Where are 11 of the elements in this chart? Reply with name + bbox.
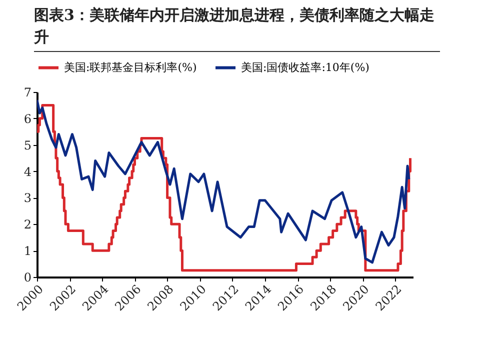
chart-title: 图表3：美联储年内开启激进加息进程，美债利率随之大幅走升: [34, 4, 440, 52]
y-tick-label: 2: [24, 218, 32, 232]
y-tick-label: 3: [24, 191, 32, 206]
y-tick-label: 0: [24, 270, 32, 284]
y-tick-label: 6: [24, 112, 32, 126]
y-tick-label: 1: [24, 244, 32, 258]
y-tick-label: 7: [24, 86, 32, 100]
legend-label: 美国:联邦基金目标利率(%): [64, 60, 197, 74]
y-tick-label: 4: [24, 164, 32, 179]
legend-label: 美国:国债收益率:10年(%): [241, 60, 370, 74]
y-tick-label: 5: [24, 138, 32, 152]
